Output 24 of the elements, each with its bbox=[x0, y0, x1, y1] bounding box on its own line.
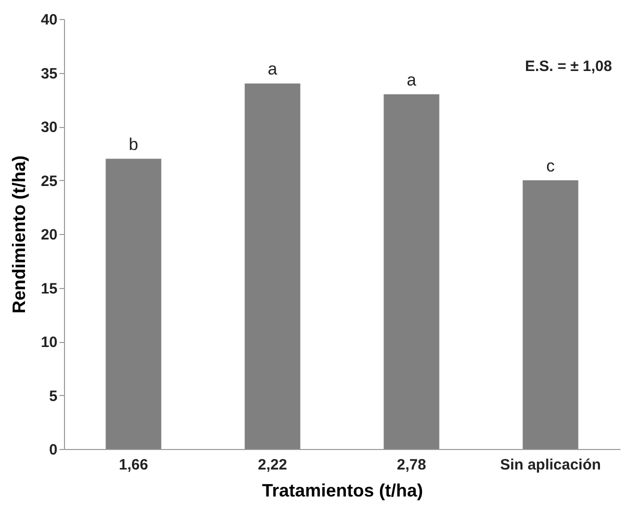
annotation: b bbox=[128, 134, 138, 154]
y-tick-label: 40 bbox=[40, 12, 58, 28]
y-tick-label: 30 bbox=[40, 119, 58, 136]
bar bbox=[106, 158, 162, 449]
annotation: a bbox=[268, 60, 278, 78]
y-tick-label: 0 bbox=[49, 442, 58, 458]
bar bbox=[522, 180, 578, 449]
y-tick-label: 25 bbox=[40, 172, 58, 190]
x-tick-label: Sin aplicación bbox=[500, 456, 601, 474]
x-tick-label: 1,66 bbox=[118, 456, 148, 474]
bar bbox=[384, 94, 440, 449]
x-tick-label: 2,22 bbox=[258, 456, 288, 474]
bar bbox=[244, 84, 300, 449]
y-tick-label: 20 bbox=[40, 226, 58, 244]
y-tick-label: 10 bbox=[40, 334, 58, 351]
annotation: a bbox=[406, 70, 417, 90]
y-tick-label: 35 bbox=[40, 65, 58, 82]
x-tick-label: 2,78 bbox=[396, 456, 426, 474]
y-tick-label: 15 bbox=[40, 280, 58, 298]
y-axis-title: Rendimiento (t/ha) bbox=[8, 156, 29, 314]
x-axis-title: Tratamientos (t/ha) bbox=[262, 480, 424, 500]
y-tick-label: 5 bbox=[49, 388, 58, 405]
annotation: E.S. = ± 1,08 bbox=[524, 58, 612, 75]
annotation: c bbox=[546, 156, 556, 176]
